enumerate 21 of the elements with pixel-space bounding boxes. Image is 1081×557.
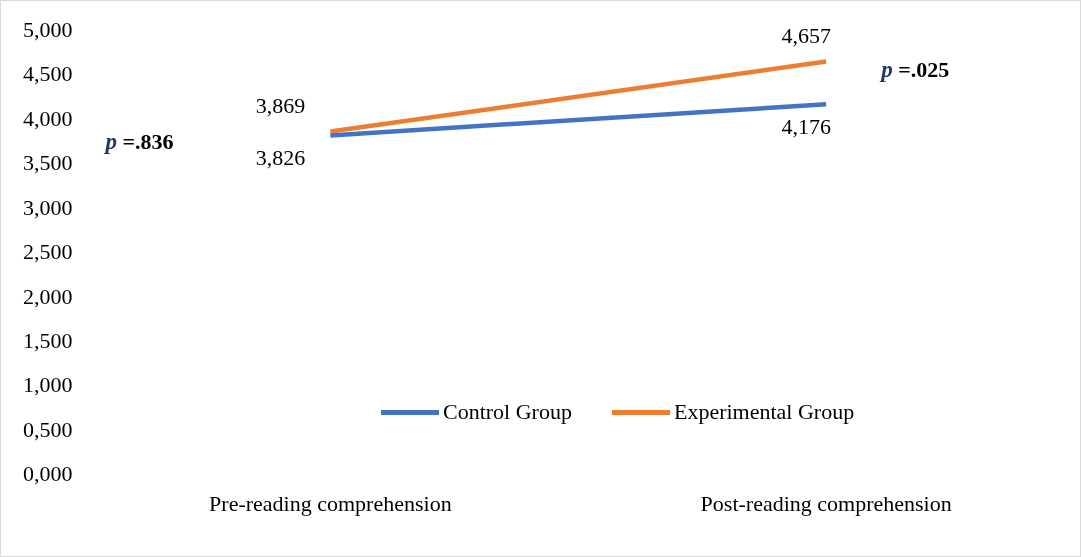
data-label: 4,657 [781,23,831,49]
y-tick-label: 0,500 [23,416,73,442]
x-tick-label: Post-reading comprehension [700,490,952,516]
y-tick-label: 5,000 [23,16,73,42]
annotation: p =.025 [879,56,950,82]
y-tick-label: 1,500 [23,328,73,353]
x-tick-label: Pre-reading comprehension [209,490,452,516]
annotation: p =.836 [103,129,174,155]
y-tick-label: 4,000 [23,105,73,131]
data-label: 3,869 [255,93,306,119]
y-tick-label: 2,000 [23,283,73,309]
legend-label: Experimental Group [673,399,855,425]
y-tick-label: 0,000 [23,461,73,487]
legend-label: Control Group [443,399,572,425]
y-tick-label: 2,500 [23,239,73,265]
y-tick-label: 3,000 [23,194,73,220]
data-label: 3,826 [255,145,306,171]
data-label: 4,176 [781,114,831,140]
y-tick-label: 1,000 [23,372,73,398]
y-tick-label: 3,500 [23,150,73,176]
y-tick-label: 4,500 [23,61,73,87]
